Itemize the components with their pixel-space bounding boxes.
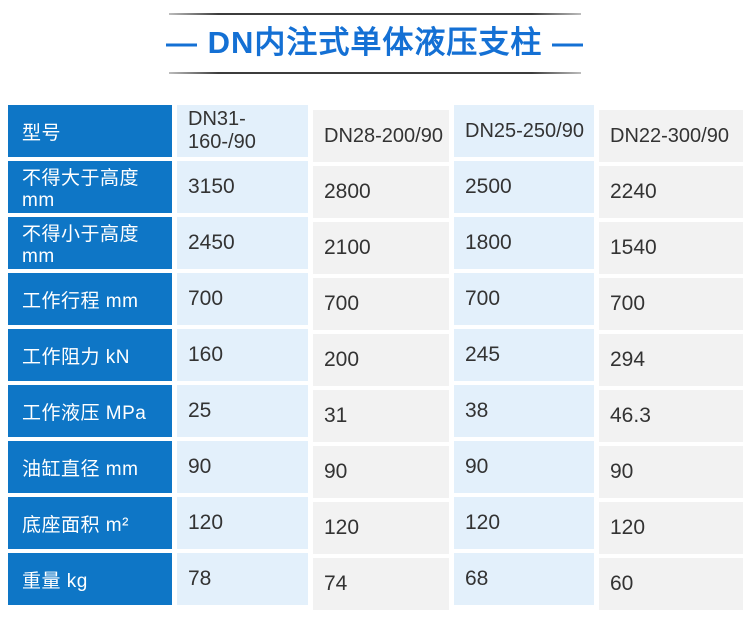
cell-value: 90 <box>599 446 743 498</box>
cell-value: 3150 <box>177 161 308 213</box>
cell-value: 38 <box>454 385 594 437</box>
spec-table-column-dn31: DN31-160-/90 3150 2450 700 160 25 90 120… <box>177 105 308 605</box>
cell-value: 2500 <box>454 161 594 213</box>
cell-value: 74 <box>313 558 449 610</box>
cell-value: 78 <box>177 553 308 605</box>
row-label-cylinder-diameter: 油缸直径 mm <box>8 441 172 493</box>
spec-table-label-column: 型号 不得大于高度 mm 不得小于高度 mm 工作行程 mm 工作阻力 kN 工… <box>8 105 172 605</box>
cell-value: 90 <box>177 441 308 493</box>
row-label-min-height: 不得小于高度 mm <box>8 217 172 269</box>
page-title: — DN内注式单体液压支柱 — <box>166 25 584 60</box>
cell-value: 2800 <box>313 166 449 218</box>
row-label-max-height: 不得大于高度 mm <box>8 161 172 213</box>
cell-value: 2100 <box>313 222 449 274</box>
spec-table-column-dn28: DN28-200/90 2800 2100 700 200 31 90 120 … <box>313 110 449 610</box>
cell-value: 31 <box>313 390 449 442</box>
cell-value: 46.3 <box>599 390 743 442</box>
model-header: DN25-250/90 <box>454 105 594 157</box>
cell-value: 294 <box>599 334 743 386</box>
model-header: DN28-200/90 <box>313 110 449 162</box>
spec-table: 型号 不得大于高度 mm 不得小于高度 mm 工作行程 mm 工作阻力 kN 工… <box>0 105 750 610</box>
cell-value: 1540 <box>599 222 743 274</box>
cell-value: 2450 <box>177 217 308 269</box>
cell-value: 700 <box>313 278 449 330</box>
cell-value: 25 <box>177 385 308 437</box>
cell-value: 120 <box>177 497 308 549</box>
cell-value: 68 <box>454 553 594 605</box>
title-divider-bottom <box>169 72 581 74</box>
row-label-weight: 重量 kg <box>8 553 172 605</box>
cell-value: 200 <box>313 334 449 386</box>
row-label-base-area: 底座面积 m² <box>8 497 172 549</box>
cell-value: 700 <box>599 278 743 330</box>
row-label-working-resistance: 工作阻力 kN <box>8 329 172 381</box>
row-label-working-stroke: 工作行程 mm <box>8 273 172 325</box>
cell-value: 120 <box>313 502 449 554</box>
row-label-working-pressure: 工作液压 MPa <box>8 385 172 437</box>
cell-value: 2240 <box>599 166 743 218</box>
cell-value: 90 <box>454 441 594 493</box>
spec-table-column-dn22: DN22-300/90 2240 1540 700 294 46.3 90 12… <box>599 110 743 610</box>
cell-value: 120 <box>599 502 743 554</box>
cell-value: 160 <box>177 329 308 381</box>
model-header: DN22-300/90 <box>599 110 743 162</box>
model-header: DN31-160-/90 <box>177 105 308 157</box>
cell-value: 60 <box>599 558 743 610</box>
spec-table-column-dn25: DN25-250/90 2500 1800 700 245 38 90 120 … <box>454 105 594 605</box>
cell-value: 120 <box>454 497 594 549</box>
row-label-model: 型号 <box>8 105 172 157</box>
cell-value: 700 <box>454 273 594 325</box>
cell-value: 1800 <box>454 217 594 269</box>
title-divider-top <box>169 13 581 15</box>
page-header: — DN内注式单体液压支柱 — <box>0 0 750 105</box>
cell-value: 90 <box>313 446 449 498</box>
cell-value: 700 <box>177 273 308 325</box>
cell-value: 245 <box>454 329 594 381</box>
